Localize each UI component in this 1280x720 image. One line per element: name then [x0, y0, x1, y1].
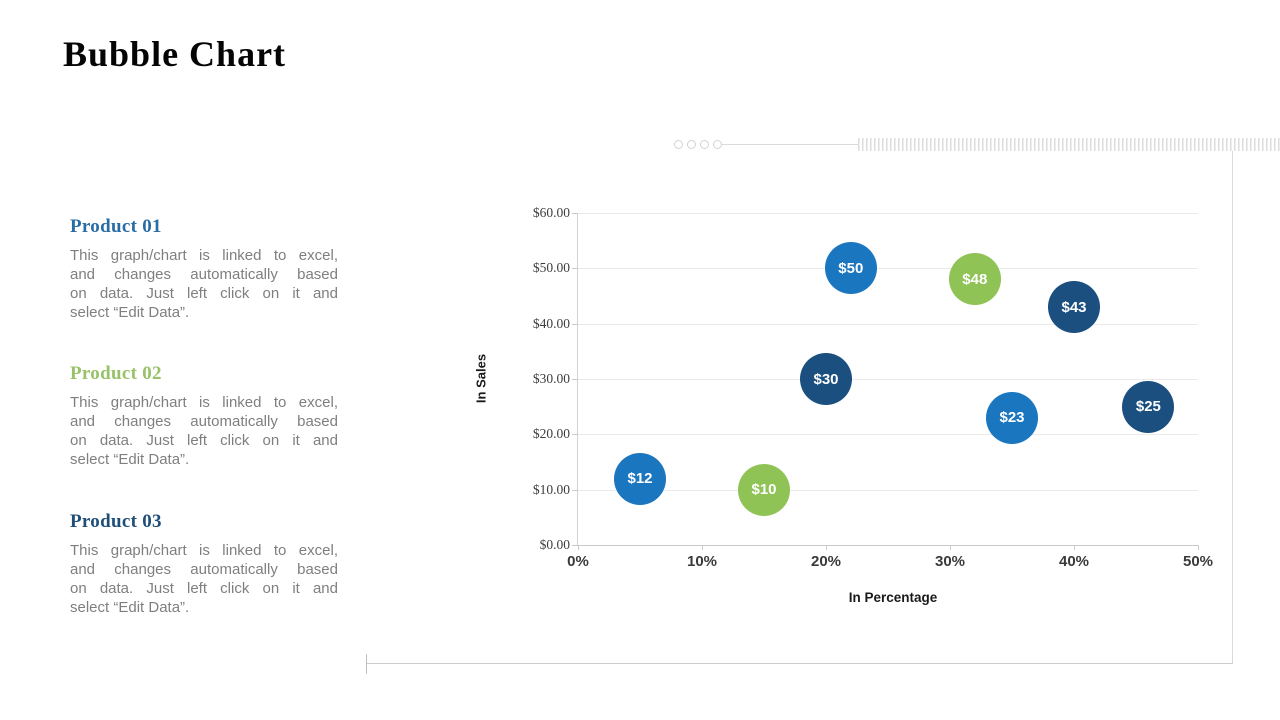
page-title: Bubble Chart	[63, 34, 287, 74]
x-axis-tick	[950, 545, 951, 550]
bubble-dark-blue: $25	[1122, 380, 1175, 433]
bubble-dark-blue: $30	[800, 353, 852, 405]
bubble-blue: $23	[986, 391, 1038, 444]
decorative-hatch-band	[858, 138, 1280, 151]
y-axis-tick	[572, 434, 578, 436]
product-title: Product 02	[70, 363, 162, 384]
y-axis-tick	[572, 379, 578, 380]
y-axis-title: In Sales	[473, 353, 489, 404]
y-tick-label: $50.00	[532, 260, 570, 276]
bubble-green: $10	[738, 463, 790, 516]
bubble-dark-blue: $43	[1048, 281, 1100, 334]
dot-icon	[674, 140, 683, 149]
product-description-line: and changes automatically based	[70, 266, 338, 283]
gridline	[578, 434, 1198, 436]
gridline	[578, 323, 1198, 325]
dot-icon	[687, 140, 696, 149]
bubble-green: $48	[948, 253, 1001, 306]
gridline	[578, 268, 1198, 270]
bubble-blue: $12	[614, 452, 666, 505]
bubble-blue: $50	[824, 242, 877, 295]
y-tick-label: $20.00	[532, 426, 570, 442]
x-tick-label: 40%	[1058, 553, 1090, 570]
product-description: This graph/chart is linked to excel, and …	[70, 541, 338, 617]
product-description-line: This graph/chart is linked to excel,	[70, 542, 338, 559]
product-section-3: Product 03 This graph/chart is linked to…	[70, 511, 338, 617]
product-description: This graph/chart is linked to excel, and …	[70, 393, 338, 469]
x-axis-tick	[826, 545, 827, 550]
x-axis-tick	[578, 545, 579, 550]
y-axis-tick	[572, 489, 578, 491]
y-axis-tick	[572, 545, 578, 546]
product-description-line: select “Edit Data”.	[70, 451, 190, 468]
y-axis-tick	[572, 323, 578, 325]
product-description-line: and changes automatically based	[70, 413, 338, 430]
plot-area: $0.00 $10.00 $20.00 $30.00 $40.00 $50.00 $60.0…	[533, 205, 1213, 570]
product-description-line: and changes automatically based	[70, 561, 338, 578]
decorative-connector-line	[722, 144, 860, 145]
gridline	[578, 489, 1198, 491]
x-tick-label: 50%	[1182, 553, 1214, 570]
x-tick-label: 30%	[934, 553, 966, 570]
y-tick-label: $10.00	[532, 481, 570, 497]
y-tick-label: $60.00	[532, 205, 570, 220]
product-title: Product 03	[70, 511, 162, 532]
x-tick-label: 0%	[567, 553, 589, 570]
product-description-line: This graph/chart is linked to excel,	[70, 247, 338, 264]
x-tick-label: 20%	[810, 553, 842, 570]
product-description-line: select “Edit Data”.	[70, 304, 190, 321]
product-description-line: This graph/chart is linked to excel,	[70, 394, 338, 411]
y-tick-label: $30.00	[532, 371, 570, 386]
product-description-line: on data. Just left click on it and	[70, 432, 338, 449]
gridline	[578, 379, 1198, 380]
dot-icon	[700, 140, 709, 149]
x-axis-tick	[1074, 545, 1075, 550]
x-tick-label: 10%	[686, 553, 718, 570]
product-section-1: Product 01 This graph/chart is linked to…	[70, 216, 338, 322]
product-description-line: on data. Just left click on it and	[70, 580, 338, 597]
dot-icon	[713, 140, 722, 149]
decorative-bottom-tick	[366, 654, 367, 674]
x-axis-tick	[1198, 545, 1199, 550]
decorative-right-line	[1232, 151, 1233, 664]
product-description: This graph/chart is linked to excel, and …	[70, 246, 338, 322]
y-tick-label: $40.00	[532, 315, 570, 331]
product-title: Product 01	[70, 216, 162, 237]
gridline	[578, 213, 1198, 214]
x-axis-title: In Percentage	[848, 590, 938, 605]
product-description-line: on data. Just left click on it and	[70, 285, 338, 302]
decorative-dots	[674, 140, 722, 149]
decorative-bottom-line	[367, 663, 1233, 664]
product-section-2: Product 02 This graph/chart is linked to…	[70, 363, 338, 469]
y-tick-label: $0.00	[539, 537, 570, 552]
product-description-line: select “Edit Data”.	[70, 599, 190, 616]
y-axis-tick	[572, 213, 578, 214]
x-axis-tick	[702, 545, 703, 550]
y-axis-tick	[572, 268, 578, 270]
